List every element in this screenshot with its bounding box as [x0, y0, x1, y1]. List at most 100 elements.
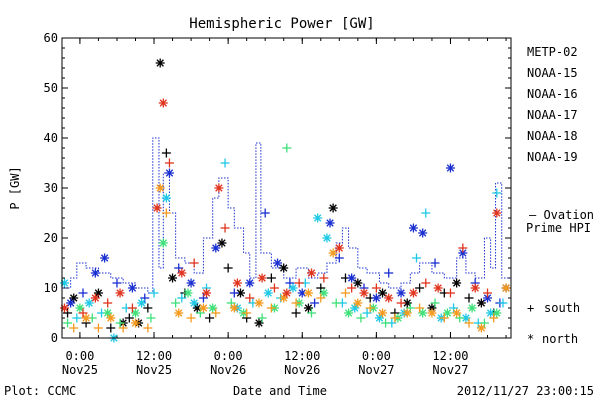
north-data-point — [328, 248, 338, 258]
x-axis-label: Date and Time — [233, 384, 327, 398]
south-data-point — [266, 303, 276, 313]
legend-entry-noaa-17: NOAA-17 — [527, 108, 578, 122]
y-tick-label: 20 — [44, 231, 58, 245]
south-data-point — [316, 293, 326, 303]
north-data-point — [418, 308, 428, 318]
north-data-point — [152, 203, 162, 213]
north-data-point — [214, 183, 224, 193]
south-data-point — [257, 313, 267, 323]
south-data-point — [260, 208, 270, 218]
south-data-point — [405, 303, 415, 313]
x-tick-label-date: Nov25 — [136, 363, 172, 377]
north-data-point — [408, 288, 418, 298]
south-data-point — [245, 293, 255, 303]
y-tick-label: 0 — [51, 331, 58, 345]
north-data-point — [433, 283, 443, 293]
south-data-point — [177, 293, 187, 303]
legend-entry-noaa-16: NOAA-16 — [527, 87, 578, 101]
north-data-point — [75, 303, 85, 313]
south-data-point — [223, 263, 233, 273]
south-data-point — [195, 308, 205, 318]
series-legend: METP-02 NOAA-15 NOAA-16 NOAA-17 NOAA-18 NOAA-… — [527, 45, 578, 164]
south-data-point — [340, 288, 350, 298]
north-data-point — [59, 278, 69, 288]
north-marker-symbol: * — [527, 332, 534, 346]
x-tick-label-date: Nov27 — [432, 363, 468, 377]
south-data-point — [291, 308, 301, 318]
north-data-point — [492, 308, 502, 318]
north-data-point — [257, 273, 267, 283]
south-data-point — [220, 158, 230, 168]
south-data-point — [164, 158, 174, 168]
north-data-point — [164, 168, 174, 178]
south-data-point — [63, 308, 73, 318]
north-data-point — [322, 233, 332, 243]
north-data-point — [245, 278, 255, 288]
north-data-point — [59, 303, 69, 313]
north-data-point — [130, 308, 140, 318]
north-data-point — [467, 303, 477, 313]
north-data-point — [319, 288, 329, 298]
north-data-point — [183, 288, 193, 298]
legend-entry-noaa-18: NOAA-18 — [527, 129, 578, 143]
south-data-point — [78, 308, 88, 318]
north-data-point — [208, 303, 218, 313]
north-data-point — [103, 308, 113, 318]
north-data-point — [353, 298, 363, 308]
north-data-point — [402, 308, 412, 318]
north-data-point — [307, 268, 317, 278]
south-data-point — [415, 283, 425, 293]
south-data-point — [430, 298, 440, 308]
y-tick-label: 50 — [44, 81, 58, 95]
ovation-label-line1: — Ovation — [529, 208, 594, 222]
north-data-point — [254, 298, 264, 308]
legend-entry-metp-02: METP-02 — [527, 45, 578, 59]
x-tick-label-time: 0:00 — [362, 349, 391, 363]
north-data-point — [69, 293, 79, 303]
legend-entry-noaa-19: NOAA-19 — [527, 150, 578, 164]
south-data-point — [412, 253, 422, 263]
south-data-point — [242, 308, 252, 318]
plot-frame — [61, 37, 512, 339]
north-data-point — [155, 58, 165, 68]
south-data-point — [498, 298, 508, 308]
north-data-point — [303, 288, 313, 298]
south-marker-symbol: + — [527, 301, 534, 315]
south-data-point — [316, 283, 326, 293]
north-data-point — [442, 308, 452, 318]
north-data-point — [408, 223, 418, 233]
chart-title: Hemispheric Power [GW] — [189, 16, 374, 32]
north-data-point — [189, 298, 199, 308]
north-data-point — [282, 288, 292, 298]
north-data-point — [350, 303, 360, 313]
north-data-point — [127, 283, 137, 293]
north-data-point — [161, 193, 171, 203]
north-data-point — [452, 278, 462, 288]
north-data-point — [115, 288, 125, 298]
y-tick-label: 60 — [44, 31, 58, 45]
north-data-point — [452, 308, 462, 318]
south-data-point — [146, 313, 156, 323]
south-data-point — [69, 323, 79, 333]
x-tick-label-date: Nov26 — [284, 363, 320, 377]
south-data-point — [445, 288, 455, 298]
north-data-point — [93, 288, 103, 298]
north-data-point — [303, 303, 313, 313]
north-data-point — [470, 283, 480, 293]
south-data-point — [72, 313, 82, 323]
south-data-point — [211, 308, 221, 318]
south-data-point — [458, 243, 468, 253]
north-data-point — [347, 273, 357, 283]
y-tick-label: 40 — [44, 131, 58, 145]
north-data-point — [476, 323, 486, 333]
south-data-point — [189, 258, 199, 268]
north-data-point — [501, 283, 511, 293]
north-data-point — [198, 303, 208, 313]
south-data-point — [226, 298, 236, 308]
north-data-point — [374, 313, 384, 323]
south-data-point — [186, 313, 196, 323]
north-data-point — [378, 288, 388, 298]
north-data-point — [100, 253, 110, 263]
north-data-point — [155, 183, 165, 193]
